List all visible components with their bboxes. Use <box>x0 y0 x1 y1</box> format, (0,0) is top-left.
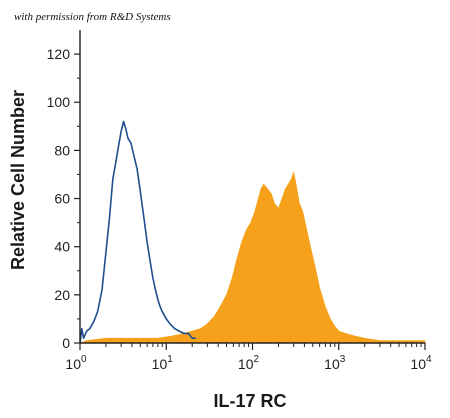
y-tick-label: 40 <box>54 239 70 255</box>
x-tick-label: 100 <box>65 354 87 372</box>
y-tick-label: 100 <box>47 94 71 110</box>
series-layer <box>79 120 426 344</box>
y-tick-label: 0 <box>62 335 70 351</box>
x-tick-label: 101 <box>152 354 174 372</box>
x-axis-title: IL-17 RC <box>213 391 286 411</box>
axes-layer: 0 20 40 60 80 100 120 100 101 102 103 104 <box>47 30 432 372</box>
y-tick-label: 20 <box>54 287 70 303</box>
y-tick-label: 80 <box>54 142 70 158</box>
filled-histogram <box>79 170 426 344</box>
outline-histogram <box>79 120 196 344</box>
x-tick-label: 103 <box>324 354 346 372</box>
x-tick-label: 104 <box>410 354 432 372</box>
y-tick-label: 60 <box>54 191 70 207</box>
y-tick-label: 120 <box>47 46 71 62</box>
y-axis-title: Relative Cell Number <box>8 90 28 270</box>
x-tick-label: 102 <box>238 354 260 372</box>
credit-text: with permission from R&D Systems <box>14 11 171 23</box>
